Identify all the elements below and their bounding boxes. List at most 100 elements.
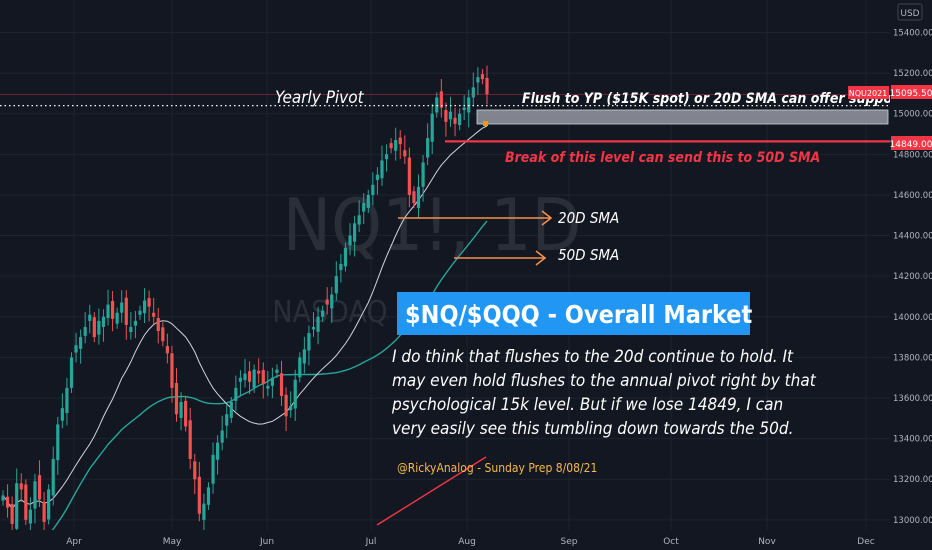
y-tick-label: 14200.00 xyxy=(893,272,932,282)
candle-body xyxy=(156,318,160,331)
sma50-label: 50D SMA xyxy=(558,246,619,264)
y-tick-label: 15400.00 xyxy=(893,28,932,38)
candle-body xyxy=(307,333,311,351)
currency-box[interactable] xyxy=(897,3,923,21)
candle-body xyxy=(211,454,215,484)
candle-body xyxy=(24,484,28,520)
candle-body xyxy=(380,160,384,179)
candle-body xyxy=(325,299,329,305)
y-tick-label: 13400.00 xyxy=(893,435,932,445)
candle-body xyxy=(243,373,247,381)
candle-body xyxy=(110,300,115,319)
x-tick-label: May xyxy=(163,537,182,547)
candle-body xyxy=(92,317,96,338)
support-zone-border xyxy=(476,109,889,125)
candle-body xyxy=(197,476,201,514)
candle-body xyxy=(384,154,389,160)
candle-body xyxy=(184,400,188,427)
candle-body xyxy=(284,394,288,417)
candle-body xyxy=(366,194,370,208)
overlay-title: $NQ/$QQQ - Overall Market xyxy=(405,300,753,329)
candle-body xyxy=(439,91,443,108)
candle-body xyxy=(480,74,485,80)
y-tick-label: 15000.00 xyxy=(893,110,932,120)
candle-body xyxy=(234,387,238,401)
candle-body xyxy=(220,430,224,443)
candle-body xyxy=(193,461,197,480)
candle-body xyxy=(352,223,357,242)
candle-body xyxy=(106,304,110,318)
candle-body xyxy=(69,357,74,388)
candle-body xyxy=(430,113,434,142)
y-tick-label: 13000.00 xyxy=(893,516,932,526)
candle-body xyxy=(142,300,147,314)
candle-body xyxy=(170,353,174,388)
candle-body xyxy=(115,312,119,324)
x-tick-label: Jul xyxy=(365,537,377,547)
candle-body xyxy=(339,263,343,271)
candle-body xyxy=(343,247,348,267)
break-note: Break of this level can send this to 50D… xyxy=(505,150,820,166)
candle-body xyxy=(261,369,265,384)
y-tick-label: 14600.00 xyxy=(893,191,932,201)
zone-handle xyxy=(483,121,488,126)
candle-body xyxy=(216,442,220,460)
x-tick-label: Aug xyxy=(458,537,476,547)
candle-body xyxy=(275,369,279,373)
support-zone xyxy=(477,110,888,124)
last-price-tag xyxy=(891,85,932,99)
yearly-pivot-label: Yearly Pivot xyxy=(275,88,365,108)
candle-body xyxy=(138,310,142,315)
sma20-label: 20D SMA xyxy=(558,209,619,227)
candle-body xyxy=(5,496,10,508)
candle-body xyxy=(293,379,297,409)
x-tick-label: Jun xyxy=(259,537,274,547)
x-tick-label: Oct xyxy=(663,537,679,547)
candle-body xyxy=(462,107,466,111)
candle-body xyxy=(124,297,128,325)
candle-body xyxy=(279,373,284,396)
y-tick-label: 13600.00 xyxy=(893,394,932,404)
candle-body xyxy=(357,215,361,225)
candle-body xyxy=(270,377,274,386)
candle-body xyxy=(42,501,46,522)
body-line-1: I do think that flushes to the 20d conti… xyxy=(392,347,794,367)
candle-body xyxy=(79,337,83,349)
candle-body xyxy=(161,327,165,342)
x-tick-label: Dec xyxy=(857,537,874,547)
candle-body xyxy=(252,369,256,388)
candle-body xyxy=(458,113,462,126)
candle-body xyxy=(88,314,92,321)
candle-body xyxy=(133,320,138,326)
contract-tag-label: NQU2021 xyxy=(849,89,888,98)
trend-line xyxy=(376,456,487,526)
time-axis xyxy=(0,530,932,550)
sma50-arrow-head xyxy=(535,250,547,266)
candle-body xyxy=(19,483,23,490)
candle-body xyxy=(298,357,302,378)
contract-tag xyxy=(848,86,889,99)
title-box xyxy=(397,292,750,335)
x-tick-label: Sep xyxy=(561,537,578,547)
candle-body xyxy=(311,326,316,330)
candle-body xyxy=(407,157,411,195)
y-tick-label: 14000.00 xyxy=(893,313,932,323)
body-line-2: may even hold flushes to the annual pivo… xyxy=(392,371,817,391)
candle-body xyxy=(416,186,421,208)
candle-body xyxy=(238,377,243,382)
candle-body xyxy=(97,320,101,335)
candle-body xyxy=(394,140,398,151)
y-tick-label: 13200.00 xyxy=(893,475,932,485)
flush-note: Flush to YP ($15K spot) or 20D SMA can o… xyxy=(522,91,905,107)
currency-label: USD xyxy=(900,9,919,19)
candle-body xyxy=(37,475,42,500)
candle-body xyxy=(33,481,37,509)
candle-body xyxy=(229,402,233,418)
candle-body xyxy=(83,326,87,336)
candle-body xyxy=(56,424,60,461)
candle-body xyxy=(206,487,211,505)
sma20-arrow-head xyxy=(541,210,553,226)
y-axis-ticks: 13000.00 13200.00 13400.00 13600.00 13800.00… xyxy=(893,28,932,525)
body-line-4: very easily see this tumbling down towar… xyxy=(392,419,793,439)
